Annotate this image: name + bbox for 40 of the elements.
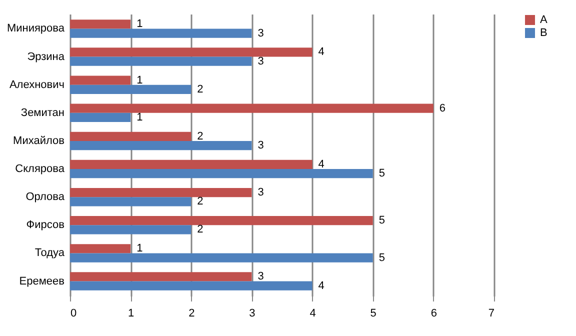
x-tick-label: 5 [370,308,376,320]
data-label: 3 [258,27,264,40]
x-tick-label: 1 [128,308,134,320]
x-tick-label: 6 [430,308,437,320]
data-label: 2 [197,196,204,208]
y-tick-label: Склярова [15,163,66,176]
legend-label: A [540,14,548,26]
x-tick-label: 2 [188,308,195,320]
y-tick-label: Михайлов [13,134,65,147]
data-label: 2 [197,130,204,142]
data-label: 5 [378,214,385,227]
y-tick-label: Орлова [26,191,66,204]
y-tick-label: Миниярова [6,22,66,35]
x-tick-label: 4 [310,308,316,320]
data-label: 5 [378,168,385,180]
legend-label: B [540,27,548,39]
y-tick-label: Земитан [20,106,64,119]
data-label: 1 [136,18,143,30]
data-label: 3 [258,186,264,199]
data-label: 1 [136,74,143,86]
data-label: 3 [258,270,264,283]
data-label: 4 [318,280,324,292]
x-tick-label: 7 [488,308,494,320]
data-label: 3 [258,140,264,152]
data-label: 4 [318,158,324,170]
data-label: 4 [318,46,324,58]
y-tick-label: Еремеев [19,275,65,288]
x-tick-label: 3 [249,308,256,320]
data-label: 1 [136,242,143,255]
data-label: 3 [258,55,264,68]
data-label: 5 [378,252,385,264]
data-label: 2 [197,83,204,96]
x-tick-label: 0 [70,308,77,320]
data-label: 2 [197,224,204,236]
y-tick-label: Алехнович [9,78,64,91]
data-label: 1 [136,111,143,124]
y-tick-label: Эрзина [27,50,66,63]
y-tick-label: Тодуа [34,247,66,260]
data-label: 6 [439,102,446,114]
y-tick-label: Фирсов [26,219,65,232]
